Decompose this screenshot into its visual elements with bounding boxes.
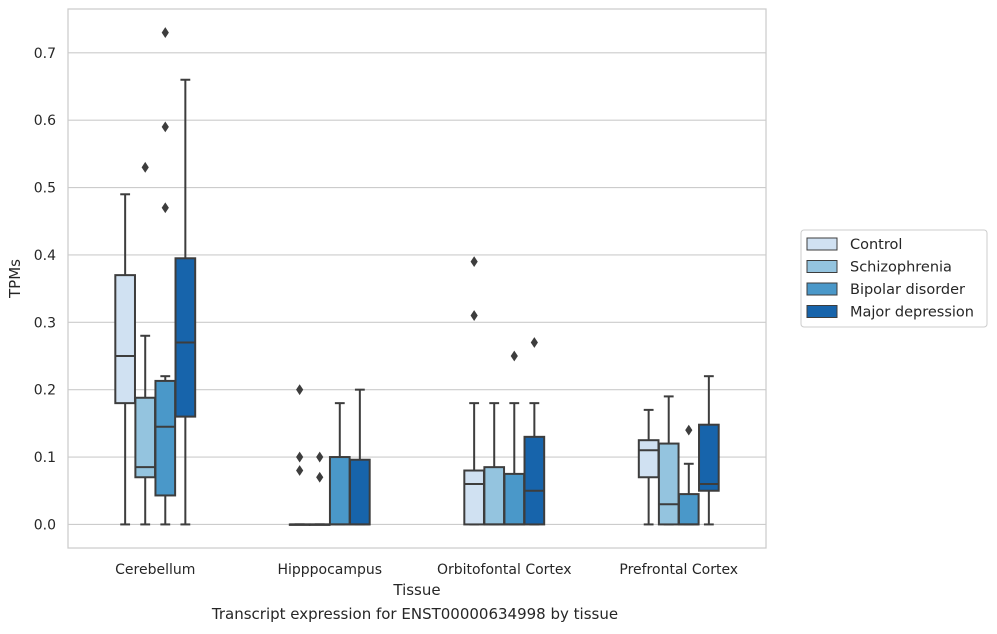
box-body bbox=[134, 396, 157, 479]
box-schizophrenia bbox=[308, 451, 331, 526]
plot-frame bbox=[67, 8, 767, 549]
y-tick-label: 0.6 bbox=[34, 113, 56, 129]
outlier-point bbox=[470, 256, 478, 268]
outlier-point bbox=[296, 384, 304, 396]
outlier-point bbox=[161, 121, 169, 133]
outlier-point bbox=[161, 202, 169, 214]
outlier-point bbox=[316, 471, 324, 483]
legend-swatch bbox=[806, 305, 838, 318]
legend-swatch bbox=[806, 237, 838, 251]
legend-label: Major depression bbox=[850, 305, 974, 321]
box-body bbox=[657, 442, 680, 526]
x-tick-label: Orbitofontal Cortex bbox=[437, 562, 572, 578]
legend-label: Control bbox=[850, 237, 902, 253]
box-schizophrenia bbox=[657, 395, 680, 526]
y-tick-labels: 0.0 0.1 0.2 0.3 0.4 0.5 0.6 0.7 bbox=[34, 46, 56, 534]
y-tick-label: 0.1 bbox=[34, 450, 56, 466]
y-tick-label: 0.4 bbox=[34, 248, 56, 264]
y-tick-label: 0.3 bbox=[34, 315, 56, 331]
legend-frame bbox=[800, 229, 988, 328]
box-major-depression bbox=[698, 375, 720, 526]
box-body bbox=[637, 439, 660, 479]
box-control bbox=[114, 193, 136, 526]
y-tick-label: 0.5 bbox=[34, 181, 56, 197]
outlier-point bbox=[510, 350, 518, 362]
box-body bbox=[483, 466, 506, 526]
box-major-depression bbox=[523, 337, 546, 526]
box-body bbox=[677, 493, 700, 526]
box-body bbox=[174, 257, 197, 418]
box-schizophrenia bbox=[134, 161, 157, 526]
x-tick-label: Cerebellum bbox=[115, 562, 195, 578]
box-control bbox=[288, 384, 311, 526]
box-major-depression bbox=[174, 78, 197, 526]
box-body bbox=[349, 458, 371, 526]
y-tick-label: 0.2 bbox=[34, 383, 56, 399]
box-body bbox=[328, 456, 351, 526]
figure-caption: Transcript expression for ENST0000063499… bbox=[211, 605, 619, 623]
y-axis-label: TPMs bbox=[6, 259, 24, 299]
legend-label: Bipolar disorder bbox=[850, 282, 965, 298]
box-bipolar-disorder bbox=[328, 402, 351, 526]
outlier-point bbox=[296, 465, 304, 476]
box-series-group bbox=[114, 27, 720, 526]
box-body bbox=[698, 423, 720, 492]
x-tick-label: Hipppocampus bbox=[277, 562, 382, 578]
outlier-point bbox=[470, 310, 478, 321]
x-tick-labels: Cerebellum Hipppocampus Orbitofontal Corte… bbox=[115, 562, 738, 578]
box-body bbox=[154, 379, 177, 497]
box-body bbox=[463, 469, 485, 526]
box-body bbox=[523, 435, 546, 526]
outlier-point bbox=[296, 451, 304, 463]
box-control bbox=[637, 408, 660, 526]
box-bipolar-disorder bbox=[677, 424, 700, 526]
box-bipolar-disorder bbox=[154, 27, 177, 526]
outlier-point bbox=[316, 451, 324, 463]
x-axis-label: Tissue bbox=[392, 581, 440, 599]
legend-swatch bbox=[806, 260, 838, 273]
outlier-point bbox=[161, 27, 169, 38]
box-bipolar-disorder bbox=[503, 350, 526, 526]
y-tick-label: 0.0 bbox=[34, 517, 56, 533]
legend: Control Schizophrenia Bipolar disorder Majo… bbox=[800, 229, 988, 328]
box-body bbox=[114, 274, 136, 405]
outlier-point bbox=[141, 161, 149, 173]
legend-label: Schizophrenia bbox=[850, 260, 952, 276]
box-control bbox=[463, 256, 485, 526]
box-body bbox=[503, 472, 526, 526]
legend-swatch bbox=[806, 282, 838, 296]
x-tick-label: Prefrontal Cortex bbox=[619, 562, 738, 578]
outlier-point bbox=[530, 337, 538, 348]
y-tick-label: 0.7 bbox=[34, 46, 56, 62]
outlier-point bbox=[685, 424, 693, 436]
box-schizophrenia bbox=[483, 402, 506, 526]
box-major-depression bbox=[349, 388, 371, 526]
